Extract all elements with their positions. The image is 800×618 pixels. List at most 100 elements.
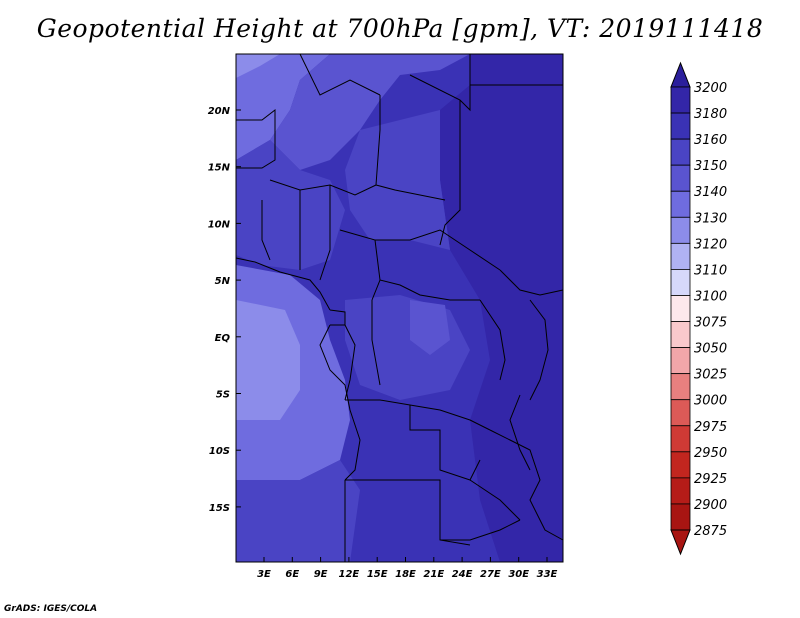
colorbar-segment [670, 399, 691, 427]
footer-credit: GrADS: IGES/COLA [4, 604, 98, 614]
lon-tick-label: 3E [257, 569, 271, 580]
country-borders [235, 53, 564, 562]
colorbar-label: 2975 [694, 420, 727, 435]
field-region-southwest [236, 460, 360, 562]
colorbar-label: 3150 [694, 159, 727, 174]
field-region-congo-light [410, 300, 450, 355]
colorbar-segment [670, 425, 691, 453]
field-region-sahel [345, 110, 450, 250]
longitude-axis: 3E 6E 9E 12E 15E 18E 21E 24E 27E 30E 33E [257, 557, 558, 580]
border-line [375, 229, 501, 271]
colorbar-segment [670, 86, 691, 114]
lat-tick-label: 15N [208, 163, 231, 174]
colorbar-segment [670, 373, 691, 401]
geopotential-field [236, 54, 563, 562]
chart-title: Geopotential Height at 700hPa [gpm], VT:… [36, 14, 764, 43]
field-region-northwest-top [236, 54, 280, 78]
lon-tick-label: 12E [339, 569, 360, 580]
border-line [319, 324, 351, 411]
colorbar-segment [670, 242, 691, 270]
border-line [235, 257, 331, 311]
map-frame [235, 53, 564, 563]
border-line [261, 200, 271, 261]
colorbar-label: 2900 [694, 498, 727, 513]
border-line [489, 429, 564, 541]
colorbar-segment [670, 451, 691, 479]
border-line [440, 519, 521, 541]
lon-tick-label: 6E [285, 569, 299, 580]
border-line [375, 95, 381, 186]
field-region-west [236, 140, 345, 270]
border-line [329, 309, 346, 326]
lon-tick-label: 18E [395, 569, 416, 580]
lat-tick-label: 10N [208, 219, 231, 230]
border-line [409, 405, 481, 481]
colorbar-label: 2875 [694, 524, 727, 539]
lon-tick-label: 15E [367, 569, 388, 580]
border-line [345, 479, 471, 546]
colorbar-label: 2925 [694, 472, 727, 487]
colorbar-label: 3130 [694, 211, 727, 226]
lon-tick-label: 30E [508, 569, 529, 580]
colorbar-label: 3140 [694, 185, 727, 200]
border-line [479, 299, 506, 381]
border-line [299, 53, 381, 96]
lon-tick-label: 33E [537, 569, 558, 580]
colorbar-segment [670, 216, 691, 244]
border-line [375, 184, 446, 201]
field-region-northwest [236, 54, 330, 160]
colorbar-label: 3160 [694, 133, 727, 148]
colorbar-segment [670, 503, 691, 531]
lat-tick-label: 5N [215, 276, 231, 287]
border-line [236, 108, 276, 169]
colorbar-label: 2950 [694, 446, 727, 461]
colorbar-segment [670, 138, 691, 166]
border-line [409, 54, 471, 112]
field-region-east [440, 54, 563, 562]
colorbar-label: 3200 [694, 81, 727, 96]
border-line [344, 324, 356, 401]
colorbar-segment [670, 112, 691, 140]
border-line [469, 479, 521, 521]
colorbar-segment [670, 295, 691, 322]
lat-tick-label: EQ [215, 333, 231, 344]
field-region-atlantic-inner [236, 300, 300, 420]
latitude-axis: 20N 15N 10N 5N EQ 5S 10S 15S [208, 106, 241, 514]
colorbar-top-arrow [670, 61, 691, 88]
colorbar-segment [670, 477, 691, 505]
lat-tick-label: 20N [208, 106, 231, 117]
colorbar-segment [670, 347, 691, 375]
colorbar-label: 3110 [694, 263, 727, 278]
lon-tick-label: 27E [480, 569, 501, 580]
colorbar-label: 3075 [694, 316, 727, 331]
colorbar-segment [670, 164, 691, 192]
colorbar-label: 3050 [694, 342, 727, 357]
lon-tick-label: 21E [423, 569, 444, 580]
lat-tick-label: 10S [209, 446, 230, 457]
border-line [439, 100, 461, 246]
colorbar-segment [670, 190, 691, 218]
lon-tick-label: 9E [314, 569, 328, 580]
border-line [379, 279, 480, 301]
colorbar-segment [670, 269, 691, 296]
colorbar-label: 3180 [694, 107, 727, 122]
border-line [509, 394, 531, 471]
colorbar-label: 3100 [694, 289, 727, 304]
border-line [529, 299, 549, 401]
lat-tick-label: 15S [209, 503, 230, 514]
colorbar-label: 3120 [694, 237, 727, 252]
border-line [499, 269, 564, 296]
colorbar-bottom-arrow [670, 529, 691, 556]
lat-tick-label: 5S [216, 390, 230, 401]
colorbar-segment [670, 321, 691, 348]
border-line [339, 229, 381, 301]
border-line [345, 399, 491, 431]
colorbar: 3200 3180 3160 3150 3140 3130 3120 3110 3100 3075… [670, 61, 727, 556]
colorbar-label: 3000 [694, 394, 727, 409]
border-line [319, 185, 331, 281]
lon-tick-label: 24E [452, 569, 473, 580]
border-line [344, 409, 361, 481]
colorbar-label: 3025 [694, 368, 727, 383]
border-line [371, 300, 381, 386]
